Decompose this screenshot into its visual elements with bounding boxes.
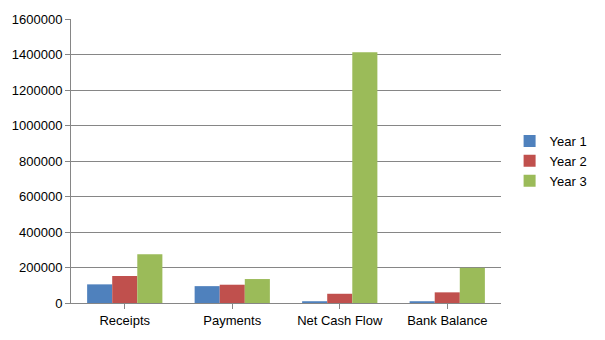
svg-text:400000: 400000 bbox=[19, 225, 62, 240]
svg-text:1400000: 1400000 bbox=[12, 47, 63, 62]
svg-text:1600000: 1600000 bbox=[12, 12, 63, 27]
svg-text:Net Cash Flow: Net Cash Flow bbox=[297, 313, 383, 328]
svg-text:Bank Balance: Bank Balance bbox=[407, 313, 487, 328]
svg-text:200000: 200000 bbox=[19, 260, 62, 275]
svg-text:800000: 800000 bbox=[19, 154, 62, 169]
svg-text:600000: 600000 bbox=[19, 189, 62, 204]
svg-text:Year 3: Year 3 bbox=[550, 174, 587, 189]
svg-text:Receipts: Receipts bbox=[99, 313, 150, 328]
svg-text:0: 0 bbox=[55, 296, 62, 311]
svg-text:1200000: 1200000 bbox=[12, 83, 63, 98]
svg-text:Year 2: Year 2 bbox=[550, 154, 587, 169]
svg-text:Payments: Payments bbox=[203, 313, 261, 328]
svg-text:1000000: 1000000 bbox=[12, 118, 63, 133]
svg-text:Year 1: Year 1 bbox=[550, 134, 587, 149]
